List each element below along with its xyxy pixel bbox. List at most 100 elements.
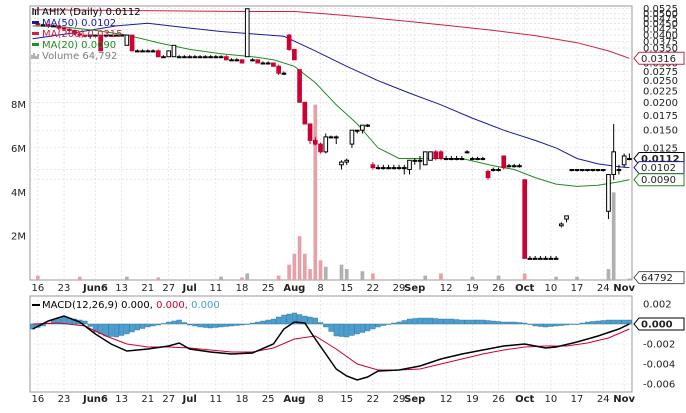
macd-legend-hist_val: 0.000 bbox=[191, 300, 220, 311]
price-tick-label: 0.0275 bbox=[643, 67, 678, 78]
macd-histogram-bar bbox=[480, 319, 486, 325]
candle-body bbox=[522, 179, 528, 259]
macd-histogram-bar bbox=[56, 318, 62, 325]
price-tick-label: 0.0200 bbox=[643, 98, 678, 109]
macd-x-tick-label: Oct bbox=[515, 394, 534, 405]
macd-histogram-bar bbox=[228, 323, 235, 327]
macd-histogram-bar bbox=[218, 323, 224, 328]
macd-histogram-bar bbox=[579, 322, 585, 325]
macd-histogram-bar bbox=[464, 319, 470, 325]
candle-body bbox=[616, 169, 622, 172]
candle-body bbox=[574, 169, 580, 172]
macd-x-tick-label: 25 bbox=[262, 394, 275, 405]
macd-histogram-bar bbox=[459, 319, 465, 325]
macd-x-tick-label: 24 bbox=[597, 394, 610, 405]
volume-tick-label: 6M bbox=[11, 144, 26, 155]
macd-histogram-bar bbox=[197, 323, 203, 328]
x-tick-label: Aug bbox=[283, 283, 305, 294]
volume-bar bbox=[297, 236, 302, 280]
candle-body bbox=[208, 56, 213, 59]
candle-body bbox=[98, 34, 104, 52]
candle-body bbox=[87, 34, 93, 37]
candle-body bbox=[61, 27, 67, 30]
volume-bar bbox=[496, 275, 501, 280]
price-tick-label: 0.0450 bbox=[643, 19, 678, 30]
macd-histogram-bar bbox=[119, 323, 125, 336]
macd-histogram-bar bbox=[417, 317, 423, 325]
macd-histogram-bar bbox=[244, 323, 250, 325]
candle-body bbox=[470, 158, 475, 161]
macd-histogram-bar bbox=[82, 320, 88, 325]
candle-body bbox=[182, 56, 187, 59]
macd-legend: MACD(12,26,9) 0.000, 0.000, 0.000 bbox=[42, 300, 220, 311]
macd-histogram-bar bbox=[553, 323, 559, 327]
ma20-line bbox=[32, 25, 630, 187]
price-tick-label: 0.0500 bbox=[643, 9, 678, 20]
candle-body bbox=[72, 29, 77, 35]
macd-x-tick-label: 18 bbox=[236, 394, 249, 405]
macd-histogram-bar bbox=[469, 319, 475, 325]
x-tick-label: Oct bbox=[515, 283, 534, 294]
macd-badge-label: 0.000 bbox=[641, 320, 673, 331]
price-panel: 0.05250.05000.04750.04500.04250.04000.03… bbox=[11, 4, 685, 294]
macd-histogram-bar bbox=[291, 312, 297, 325]
volume-bar bbox=[522, 273, 527, 280]
macd-histogram-bar bbox=[396, 321, 402, 325]
candle-body bbox=[532, 257, 538, 260]
candle-body bbox=[328, 136, 334, 139]
macd-histogram-bar bbox=[213, 323, 219, 328]
macd-histogram-bar bbox=[344, 323, 350, 338]
candle-body bbox=[150, 50, 156, 53]
candle-body bbox=[114, 34, 119, 37]
volume-bar bbox=[360, 271, 365, 280]
macd-histogram-bar bbox=[265, 319, 271, 325]
macd-histogram-bar bbox=[537, 323, 543, 327]
macd-tick-label: -0.004 bbox=[643, 360, 675, 371]
price-tick-label: 0.0150 bbox=[643, 126, 678, 137]
volume-bar bbox=[470, 276, 475, 280]
price-tick-label: 0.0125 bbox=[643, 143, 678, 154]
candle-body bbox=[281, 72, 287, 75]
candle-body bbox=[391, 167, 397, 170]
volume-bar bbox=[36, 275, 40, 280]
x-tick-label: Jun6 bbox=[82, 283, 108, 294]
volume-bar bbox=[554, 276, 558, 280]
macd-histogram-bar bbox=[427, 317, 434, 325]
price-tick-label: 0.0250 bbox=[643, 76, 678, 87]
price-badge-label: 0.0316 bbox=[641, 54, 676, 65]
candle-body bbox=[590, 169, 596, 172]
macd-histogram-bar bbox=[145, 323, 151, 328]
macd-histogram-bar bbox=[590, 321, 596, 325]
macd-legend-macd_val: 0.000, bbox=[121, 300, 156, 311]
macd-histogram-bar bbox=[260, 320, 266, 325]
candle-body bbox=[318, 143, 323, 153]
macd-histogram-bar bbox=[323, 323, 329, 328]
macd-histogram-bar bbox=[485, 320, 491, 325]
candle-body bbox=[223, 56, 229, 61]
macd-x-tick-label: 23 bbox=[58, 394, 71, 405]
macd-histogram-bar bbox=[166, 321, 172, 325]
macd-histogram-bar bbox=[92, 323, 98, 333]
candle-body bbox=[381, 167, 386, 170]
macd-histogram-bar bbox=[527, 323, 533, 325]
x-tick-label: Jul bbox=[182, 283, 197, 294]
volume-bar bbox=[627, 278, 632, 280]
macd-histogram-bar bbox=[270, 318, 276, 325]
candle-body bbox=[485, 170, 491, 179]
volume-bar bbox=[156, 277, 161, 280]
x-tick-label: 27 bbox=[162, 283, 175, 294]
candle-body bbox=[333, 136, 339, 139]
macd-histogram-bar bbox=[506, 321, 512, 325]
x-tick-label: 16 bbox=[31, 283, 44, 294]
macd-line bbox=[32, 315, 630, 381]
macd-histogram-bar bbox=[600, 320, 606, 325]
macd-x-tick-label: 26 bbox=[492, 394, 505, 405]
candle-body bbox=[239, 59, 245, 64]
candle-body bbox=[339, 161, 344, 166]
macd-histogram-bar bbox=[255, 321, 261, 325]
x-tick-label: 26 bbox=[492, 283, 505, 294]
x-tick-label: 22 bbox=[367, 283, 380, 294]
candle-body bbox=[464, 151, 470, 154]
candle-body bbox=[176, 56, 182, 59]
candle-body bbox=[553, 257, 559, 260]
